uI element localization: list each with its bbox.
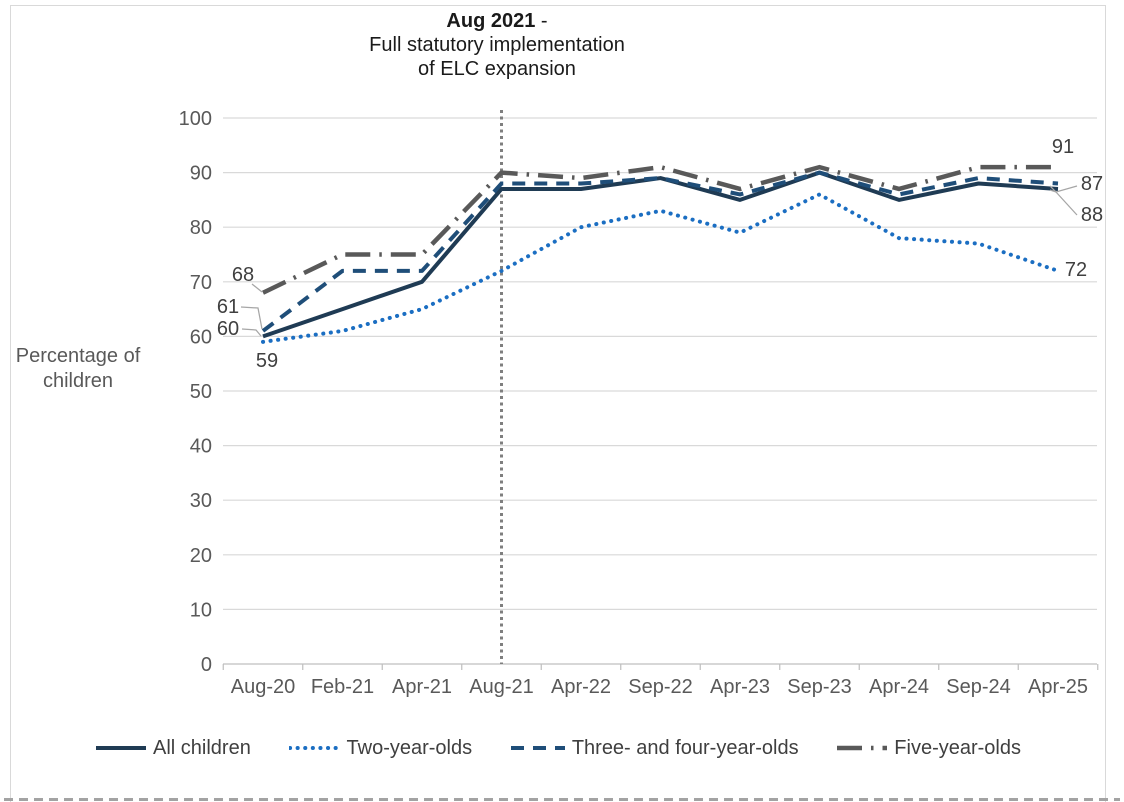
svg-text:10: 10	[190, 599, 212, 621]
svg-text:Apr-25: Apr-25	[1028, 676, 1088, 698]
svg-text:Apr-24: Apr-24	[869, 676, 929, 698]
chart-title-suffix: -	[535, 10, 548, 32]
svg-text:Sep-24: Sep-24	[946, 676, 1011, 698]
data-label: 60	[217, 318, 239, 340]
chart-title: Aug 2021 - Full statutory implementation…	[287, 9, 707, 81]
data-label: 91	[1052, 136, 1074, 158]
svg-text:Apr-21: Apr-21	[392, 676, 452, 698]
data-label: 88	[1081, 204, 1103, 226]
legend-label-two-year-olds: Two-year-olds	[346, 736, 473, 759]
legend-item-three-and-four-year-olds: Three- and four-year-olds	[510, 737, 799, 760]
legend-label-three-and-four-year-olds: Three- and four-year-olds	[571, 736, 799, 759]
chart-title-line2: Full statutory implementation	[369, 34, 625, 56]
data-label-leader	[251, 283, 263, 293]
y-axis-tick-labels: 0 10 20 30 40 50 60 70 80 90 100	[179, 108, 212, 676]
data-label: 87	[1081, 173, 1103, 195]
svg-text:Apr-22: Apr-22	[551, 676, 611, 698]
chart-title-bold: Aug 2021	[446, 10, 536, 32]
data-label: 68	[232, 264, 254, 286]
svg-text:70: 70	[190, 272, 212, 294]
svg-text:Sep-23: Sep-23	[787, 676, 852, 698]
svg-text:Aug-20: Aug-20	[231, 676, 296, 698]
svg-text:90: 90	[190, 163, 212, 185]
svg-text:20: 20	[190, 545, 212, 567]
series-line-1	[261, 192, 1060, 344]
svg-text:50: 50	[190, 381, 212, 403]
y-axis-title-line1: Percentage of	[15, 345, 141, 367]
legend-item-five-year-olds: Five-year-olds	[836, 737, 1021, 760]
y-axis-title: Percentage of children	[8, 344, 148, 394]
legend-label-five-year-olds: Five-year-olds	[894, 736, 1021, 759]
gridlines	[223, 117, 1097, 611]
legend-line-sample-all-children	[96, 746, 146, 750]
legend-item-all-children: All children	[95, 737, 251, 760]
series-line-0	[262, 170, 1059, 339]
data-label: 59	[256, 350, 278, 372]
chart-border	[10, 5, 1106, 802]
svg-text:60: 60	[190, 326, 212, 348]
chart-legend: All children Two-year-olds Three- and fo…	[10, 727, 1106, 769]
svg-text:30: 30	[190, 490, 212, 512]
data-label-leader	[241, 328, 262, 337]
legend-line-sample-five-year-olds	[837, 745, 888, 751]
svg-text:0: 0	[201, 654, 212, 676]
x-axis-tick-labels: Aug-20 Feb-21 Apr-21 Aug-21 Apr-22 Sep-22 Apr-…	[231, 676, 1088, 698]
data-label-leader	[1049, 185, 1078, 216]
y-axis-title-line2: children	[42, 370, 114, 392]
svg-text:40: 40	[190, 436, 212, 458]
svg-text:Aug-21: Aug-21	[469, 676, 534, 698]
chart-title-line1: Aug 2021 -	[287, 9, 707, 33]
series-line-3	[262, 164, 1058, 295]
svg-text:Apr-23: Apr-23	[710, 676, 770, 698]
legend-item-two-year-olds: Two-year-olds	[288, 736, 473, 760]
svg-text:80: 80	[190, 217, 212, 239]
legend-label-all-children: All children	[153, 736, 251, 759]
chart-title-line3: of ELC expansion	[418, 58, 576, 80]
x-axis	[222, 663, 1099, 670]
series-lines	[261, 164, 1060, 344]
legend-line-sample-three-and-four-year-olds	[510, 746, 565, 750]
series-line-2	[261, 170, 1059, 333]
data-label: 61	[217, 296, 239, 318]
data-label-leader	[240, 306, 263, 330]
data-label: 72	[1065, 259, 1087, 281]
svg-text:Feb-21: Feb-21	[311, 676, 374, 698]
svg-text:100: 100	[179, 108, 212, 130]
svg-text:Sep-22: Sep-22	[628, 676, 693, 698]
legend-line-sample-two-year-olds	[288, 746, 341, 750]
